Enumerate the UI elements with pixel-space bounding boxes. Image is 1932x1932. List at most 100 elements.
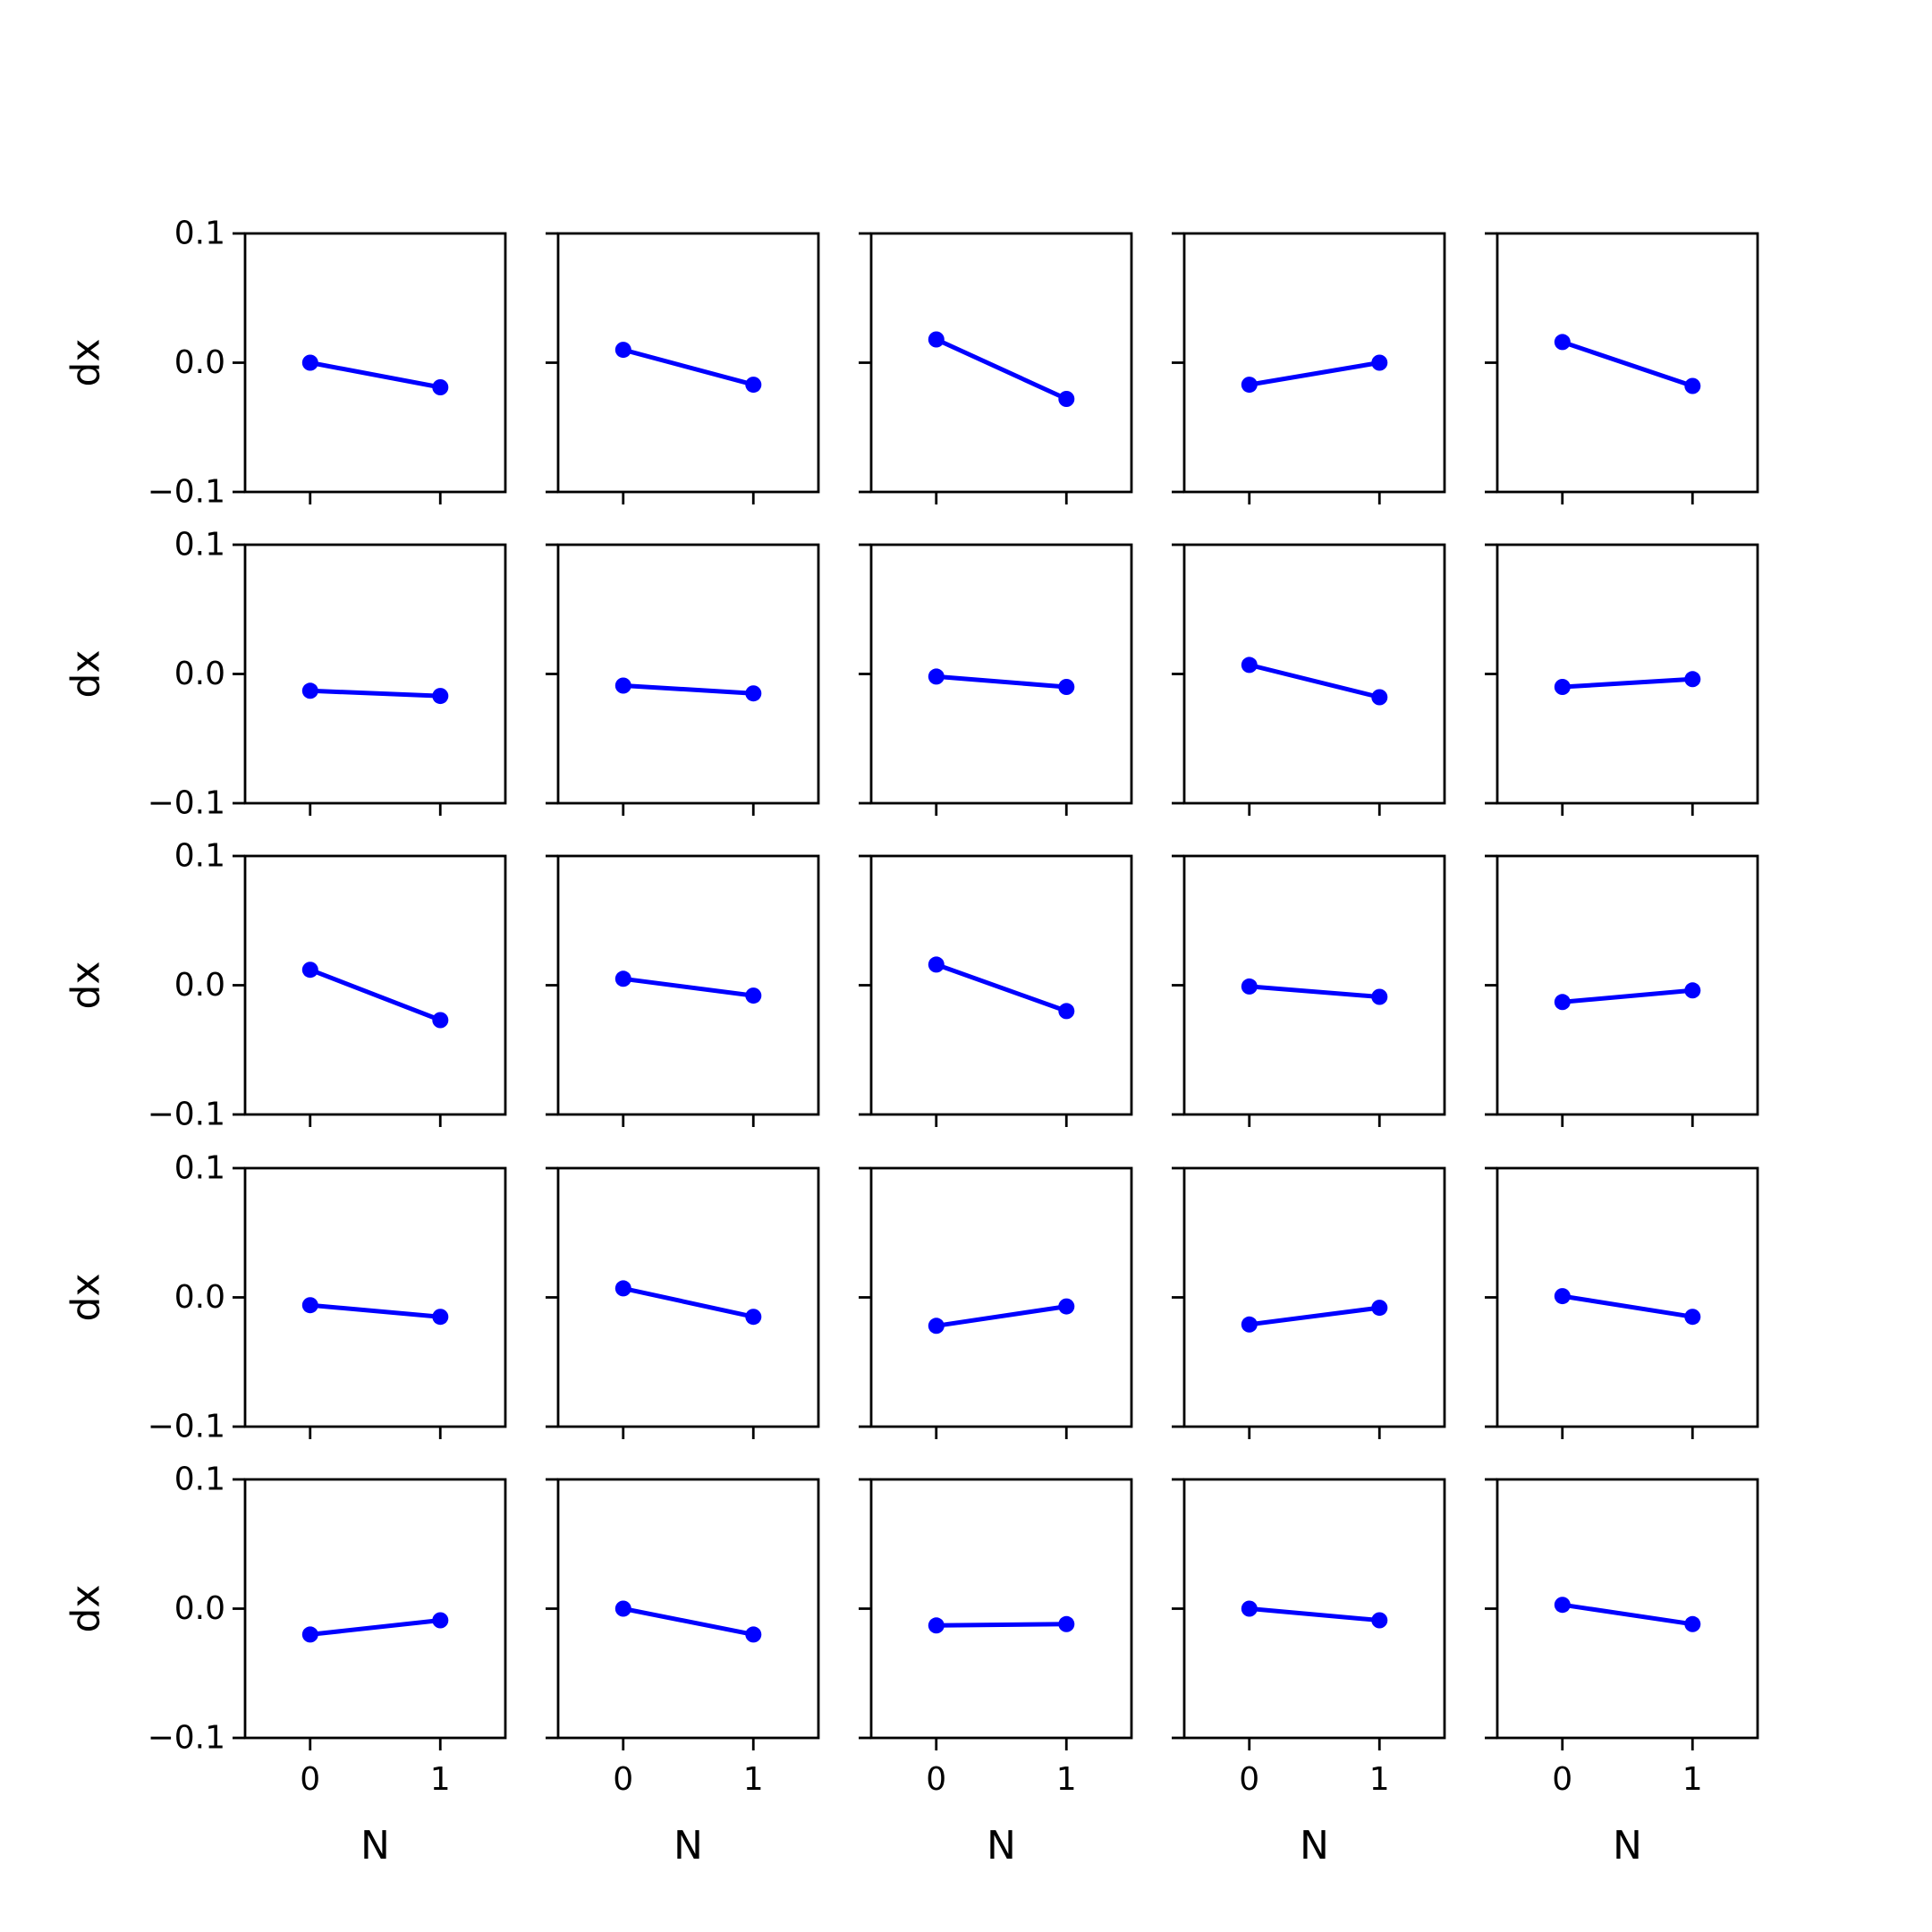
- panel-r4-c5: [1485, 1166, 1759, 1439]
- panel-r3-c4: [1172, 854, 1446, 1127]
- y-tick-label: 0.1: [174, 1462, 225, 1498]
- series-line: [1247, 360, 1382, 387]
- data-point: [1684, 1615, 1701, 1632]
- series-line: [1560, 339, 1695, 388]
- data-point: [432, 688, 449, 705]
- data-point: [1684, 377, 1701, 394]
- data-point: [1241, 978, 1258, 995]
- panel-r3-c3: [859, 854, 1133, 1127]
- y-tick-label: 0.1: [174, 527, 225, 564]
- y-tick-label: 0.0: [174, 656, 225, 692]
- data-point: [432, 1309, 449, 1326]
- data-point: [432, 1012, 449, 1029]
- series-line: [1560, 1602, 1695, 1627]
- data-point: [1684, 982, 1701, 999]
- series-line: [934, 674, 1069, 690]
- x-tick-label: 0: [1239, 1761, 1259, 1798]
- data-point: [928, 668, 945, 685]
- panel-r4-c3: [859, 1166, 1133, 1439]
- series-line: [934, 1304, 1069, 1328]
- y-axis-label: dx: [64, 650, 109, 699]
- panel-r4-c1: 0.1 0.0 −0.1 dx: [64, 1150, 507, 1445]
- data-point: [614, 1280, 631, 1297]
- x-tick-label: 0: [300, 1761, 320, 1798]
- panel-r3-c1: 0.1 0.0 −0.1 dx: [64, 838, 507, 1133]
- panel-r2-c5: [1485, 543, 1759, 816]
- panel-r3-c5: [1485, 854, 1759, 1127]
- data-point: [1058, 1298, 1075, 1315]
- data-point: [1058, 1003, 1075, 1020]
- series-line: [1560, 676, 1695, 690]
- data-point: [1554, 994, 1571, 1011]
- panel-r2-c4: [1172, 543, 1446, 816]
- panel-r2-c1: 0.1 0.0 −0.1 dx: [64, 527, 507, 822]
- data-point: [301, 682, 318, 699]
- data-point: [1371, 1612, 1388, 1629]
- data-point: [1684, 671, 1701, 688]
- series-line: [621, 683, 756, 696]
- series-line: [934, 337, 1069, 402]
- data-point: [1554, 1288, 1571, 1305]
- panel-r3-c2: [546, 854, 820, 1127]
- x-tick-label: 0: [613, 1761, 633, 1798]
- y-tick-label: 0.1: [174, 1150, 225, 1187]
- panel-r5-c1: 0.1 0.0 −0.1 0 1 dx N: [64, 1462, 507, 1868]
- data-point: [1684, 1309, 1701, 1326]
- series-line: [308, 967, 443, 1022]
- data-point: [614, 342, 631, 359]
- data-point: [1058, 391, 1075, 407]
- y-axis-label: dx: [64, 962, 109, 1010]
- y-tick-label: 0.0: [174, 1590, 225, 1627]
- panel-r1-c3: [859, 232, 1133, 504]
- series-line: [308, 360, 443, 390]
- data-point: [1554, 334, 1571, 351]
- series-line: [934, 962, 1069, 1013]
- data-point: [1241, 377, 1258, 394]
- panel-r5-c5: 0 1 N: [1485, 1478, 1759, 1868]
- data-point: [614, 677, 631, 694]
- x-axis-label: N: [987, 1823, 1016, 1868]
- series-line: [308, 1618, 443, 1637]
- y-tick-label: 0.0: [174, 1279, 225, 1316]
- data-point: [745, 377, 762, 394]
- panel-r2-c2: [546, 543, 820, 816]
- data-point: [1241, 1316, 1258, 1333]
- series-line: [1247, 1305, 1382, 1327]
- series-line: [1247, 984, 1382, 999]
- panel-r1-c5: [1485, 232, 1759, 504]
- panel-r1-c4: [1172, 232, 1446, 504]
- data-point: [1554, 1597, 1571, 1614]
- y-tick-label: 0.1: [174, 216, 225, 252]
- data-point: [614, 970, 631, 987]
- data-point: [1241, 1600, 1258, 1617]
- data-point: [928, 1617, 945, 1634]
- series-line: [1560, 1293, 1695, 1319]
- data-point: [614, 1600, 631, 1617]
- data-point: [301, 1297, 318, 1314]
- y-tick-label: 0.0: [174, 344, 225, 381]
- series-line: [1247, 662, 1382, 699]
- series-line: [621, 1606, 756, 1637]
- panel-r5-c3: 0 1 N: [859, 1478, 1133, 1868]
- series-line: [934, 1622, 1069, 1628]
- x-tick-label: 1: [1682, 1761, 1703, 1798]
- data-point: [928, 956, 945, 973]
- data-point: [301, 354, 318, 371]
- data-point: [928, 331, 945, 348]
- data-point: [1371, 354, 1388, 371]
- data-point: [745, 1626, 762, 1643]
- y-tick-label: −0.1: [148, 1720, 225, 1757]
- series-line: [1560, 987, 1695, 1004]
- y-axis-label: dx: [64, 1274, 109, 1322]
- data-point: [745, 685, 762, 702]
- y-tick-label: −0.1: [148, 1409, 225, 1445]
- series-line: [308, 1302, 443, 1319]
- panel-r4-c2: [546, 1166, 820, 1439]
- y-tick-label: −0.1: [148, 785, 225, 822]
- y-tick-label: 0.0: [174, 967, 225, 1004]
- x-axis-label: N: [360, 1823, 390, 1868]
- x-tick-label: 1: [430, 1761, 451, 1798]
- data-point: [1058, 1615, 1075, 1632]
